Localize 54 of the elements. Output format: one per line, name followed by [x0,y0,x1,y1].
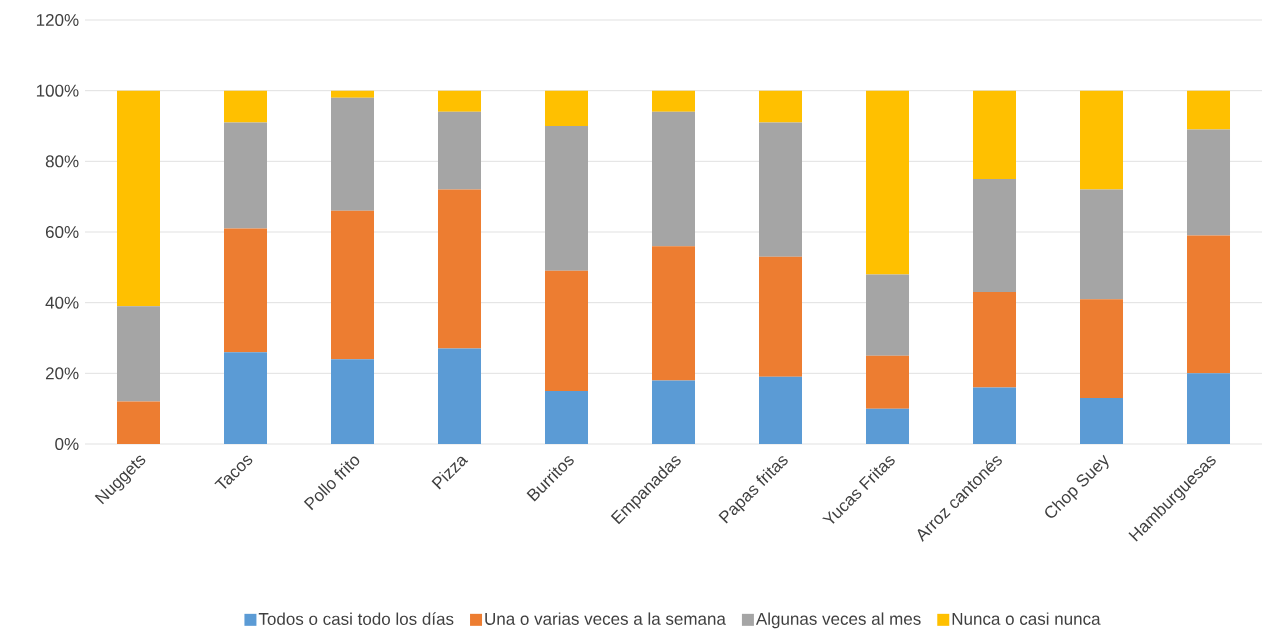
bar [545,391,588,444]
bar [117,90,160,307]
bar [1080,90,1124,190]
bar [652,380,695,444]
bar [866,274,910,356]
y-tick-label: 60% [45,225,79,239]
bar [759,122,802,257]
bar [1080,299,1124,399]
bar [331,97,374,211]
bar [1187,129,1231,236]
bar [866,408,910,444]
bar [759,256,802,377]
bar [224,90,267,123]
y-tick-label: 100% [36,84,79,97]
bar [759,90,802,123]
bar [331,210,374,360]
bar [224,122,267,229]
bar [1080,189,1124,300]
bar [973,179,1017,293]
bar [1080,398,1124,444]
bar [545,90,588,126]
bar [224,228,267,353]
bar [224,352,267,444]
legend-label: Algunas veces al mes [755,612,921,629]
bar [973,387,1017,444]
bar [117,401,160,444]
bar [331,359,374,444]
bar [1187,373,1231,444]
y-tick-label: 120% [36,13,79,27]
bar [1187,235,1231,374]
bar [438,189,481,349]
bar [866,355,910,409]
bar [117,306,160,402]
legend-label: Todos o casi todo los días [258,612,454,625]
y-tick-label: 80% [45,155,79,168]
bar [331,90,374,98]
bar [438,90,481,112]
y-tick-label: 20% [45,367,79,380]
bar [545,270,588,391]
y-tick-label: 40% [45,296,79,309]
bar [438,111,481,190]
bar [438,348,481,444]
legend-label: Una o varias veces a la semana [485,612,726,625]
bar [866,90,910,275]
bar [1187,90,1231,130]
bar [759,376,802,444]
y-tick-label: 0% [55,437,79,451]
bar [652,246,695,381]
bar [973,292,1017,388]
bar [652,111,695,247]
bar [973,90,1017,179]
bar [545,126,588,271]
bar [652,90,695,112]
legend-label: Nunca o casi nunca [952,612,1101,625]
